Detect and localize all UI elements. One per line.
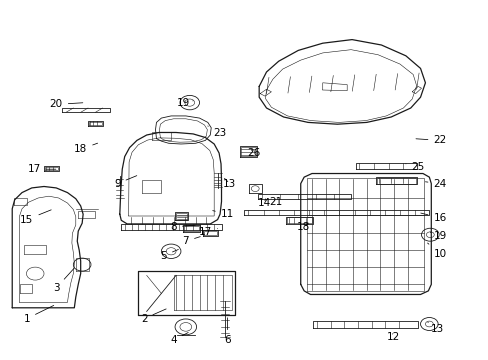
Text: 13: 13 xyxy=(427,322,444,334)
Text: 14: 14 xyxy=(257,198,270,208)
Text: 15: 15 xyxy=(20,210,51,225)
Text: 18: 18 xyxy=(74,143,98,154)
Text: 11: 11 xyxy=(212,209,234,219)
Text: 3: 3 xyxy=(53,269,74,293)
Text: 6: 6 xyxy=(224,318,230,345)
Text: 1: 1 xyxy=(23,305,54,324)
Text: 25: 25 xyxy=(405,162,424,172)
Text: 2: 2 xyxy=(141,309,166,324)
Text: 8: 8 xyxy=(170,222,195,232)
Text: 19: 19 xyxy=(176,98,193,108)
Text: 21: 21 xyxy=(269,197,283,207)
Text: 17: 17 xyxy=(27,164,56,174)
Text: 19: 19 xyxy=(429,231,446,241)
Text: 23: 23 xyxy=(207,126,226,138)
Text: 13: 13 xyxy=(223,178,236,189)
Text: 10: 10 xyxy=(427,243,446,259)
Text: 20: 20 xyxy=(50,99,82,109)
Text: 16: 16 xyxy=(420,213,446,223)
Text: 12: 12 xyxy=(386,332,400,342)
Text: 7: 7 xyxy=(182,236,200,246)
Text: 18: 18 xyxy=(296,222,309,232)
Text: 26: 26 xyxy=(247,148,261,158)
Text: 9: 9 xyxy=(114,176,137,189)
Text: 22: 22 xyxy=(415,135,446,145)
Text: 5: 5 xyxy=(160,249,178,261)
Text: 17: 17 xyxy=(198,227,217,237)
Text: 24: 24 xyxy=(425,179,446,189)
Text: 4: 4 xyxy=(170,333,188,345)
